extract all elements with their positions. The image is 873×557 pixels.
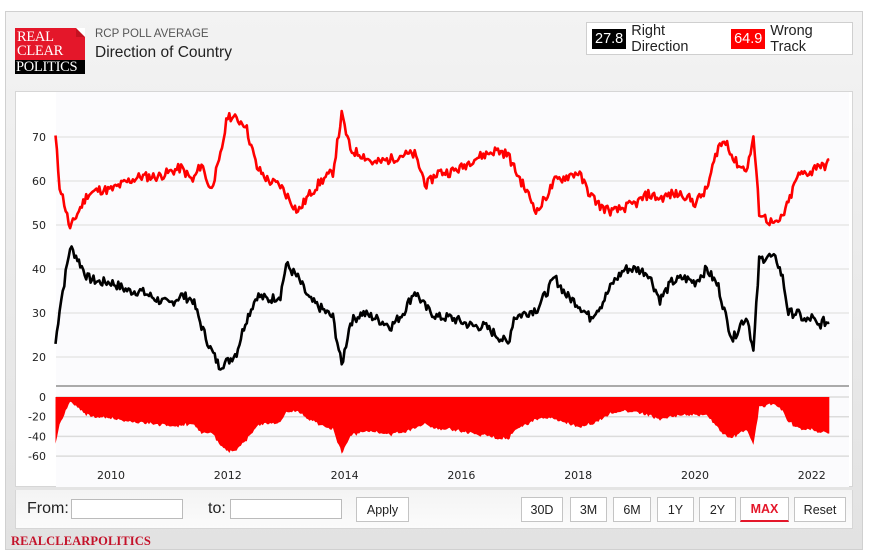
reset-button[interactable]: Reset — [794, 497, 846, 522]
wrong-track-value: 64.9 — [731, 28, 766, 49]
range-3m-button[interactable]: 3M — [570, 497, 607, 522]
legend: 27.8 Right Direction 64.9 Wrong Track — [586, 22, 853, 55]
y-tick-label: 50 — [32, 219, 46, 232]
x-tick-label: 2022 — [798, 469, 826, 482]
range-30d-button[interactable]: 30D — [521, 497, 563, 522]
wrong-track-label: Wrong Track — [770, 22, 813, 55]
rcp-logo: REAL CLEAR POLITICS — [15, 28, 85, 74]
logo-line-politics: POLITICS — [15, 60, 85, 74]
from-date-input[interactable] — [71, 499, 183, 519]
from-label: From: — [27, 500, 69, 517]
right-direction-label: Right Direction — [631, 22, 689, 55]
y-tick-label: -20 — [28, 411, 46, 424]
x-tick-label: 2010 — [97, 469, 125, 482]
apply-button[interactable]: Apply — [356, 497, 409, 522]
logo-line-real: REAL — [17, 29, 54, 45]
range-2y-button[interactable]: 2Y — [699, 497, 736, 522]
x-tick-label: 2014 — [331, 469, 359, 482]
to-label: to: — [208, 500, 226, 517]
y-tick-label: 70 — [32, 131, 46, 144]
chart-subtitle: RCP POLL AVERAGE — [95, 28, 209, 40]
y-tick-label: 20 — [32, 351, 46, 364]
y-tick-label: 0 — [39, 391, 46, 404]
y-tick-label: 30 — [32, 307, 46, 320]
right-direction-line — [54, 245, 830, 371]
right-direction-value: 27.8 — [592, 28, 627, 49]
y-tick-label: -40 — [28, 430, 46, 443]
x-tick-label: 2020 — [681, 469, 709, 482]
line-chart[interactable]: 20 30 40 50 60 70 0 -20 -40 -60 2010 2012 2014 2016 20… — [16, 92, 854, 488]
to-date-input[interactable] — [230, 499, 342, 519]
range-6m-button[interactable]: 6M — [613, 497, 651, 522]
y-tick-label: -60 — [28, 450, 46, 463]
x-tick-label: 2016 — [447, 469, 475, 482]
y-tick-label: 60 — [32, 175, 46, 188]
x-tick-label: 2018 — [564, 469, 592, 482]
wrong-track-line — [54, 109, 830, 230]
date-range-controls: From: to: Apply 30D 3M 6M 1Y 2Y MAX Rese… — [15, 490, 853, 529]
range-1y-button[interactable]: 1Y — [657, 497, 694, 522]
spread-area — [55, 397, 830, 454]
y-tick-label: 40 — [32, 263, 46, 276]
range-max-button[interactable]: MAX — [740, 497, 789, 522]
x-tick-label: 2012 — [214, 469, 242, 482]
logo-line-clear: CLEAR — [17, 43, 64, 59]
chart-area[interactable]: 20 30 40 50 60 70 0 -20 -40 -60 2010 2012 2014 2016 20… — [15, 91, 853, 487]
chart-title: Direction of Country — [95, 44, 232, 61]
footer-brand: REALCLEARPOLITICS — [11, 534, 151, 548]
